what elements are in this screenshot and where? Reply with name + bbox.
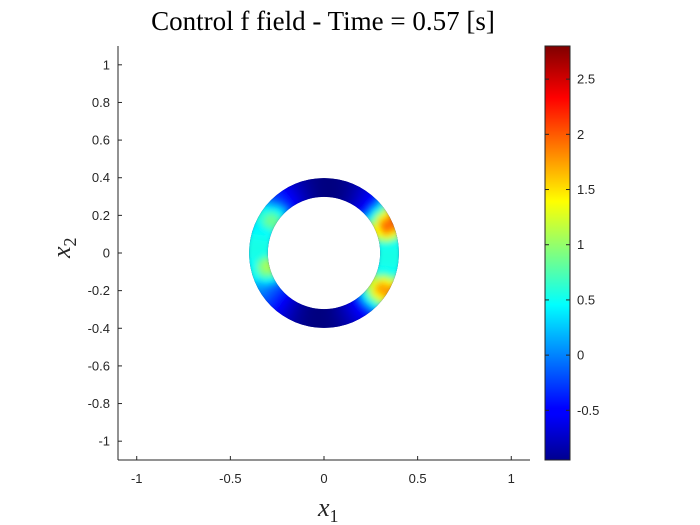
colorbar-tick-label: 1	[577, 237, 584, 252]
x-tick-label: -0.5	[219, 471, 241, 486]
colorbar-tick-label: 1.5	[577, 182, 595, 197]
chart-title: Control f field - Time = 0.57 [s]	[151, 6, 495, 36]
y-tick-label: 1	[103, 57, 110, 72]
y-axis-label: x2	[47, 237, 80, 259]
plot-background	[118, 46, 530, 460]
colorbar-gradient	[545, 46, 570, 460]
colorbar-tick-label: 2	[577, 127, 584, 142]
y-tick-label: 0.2	[92, 208, 110, 223]
y-tick-label: 0	[103, 246, 110, 261]
y-tick-label: -0.4	[88, 321, 110, 336]
colorbar-tick-label: 0.5	[577, 292, 595, 307]
y-tick-label: -1	[98, 434, 110, 449]
y-tick-label: -0.2	[88, 283, 110, 298]
colorbar-frame	[544, 45, 571, 461]
x-tick-label: 0	[320, 471, 327, 486]
x-tick-label: 0.5	[409, 471, 427, 486]
colorbar: 2.5 2 1.5 1 0.5 0 -0.5	[544, 45, 599, 461]
plot-area: -1 -0.5 0 0.5 1 1 0.8 0.6 0.4 0.2 0 -0.2 -0.4 -0.6 -0…	[88, 46, 530, 486]
y-tick-label: 0.8	[92, 95, 110, 110]
x-axis: -1 -0.5 0 0.5 1	[118, 456, 530, 486]
y-tick-label: 0.6	[92, 133, 110, 148]
y-tick-label: -0.8	[88, 396, 110, 411]
x-axis-label: x1	[317, 493, 339, 525]
x-tick-label: 1	[508, 471, 515, 486]
y-tick-label: -0.6	[88, 358, 110, 373]
y-tick-label: 0.4	[92, 170, 110, 185]
colorbar-tick-label: 2.5	[577, 72, 595, 87]
x-tick-label: -1	[131, 471, 143, 486]
colorbar-tick-label: -0.5	[577, 403, 599, 418]
y-axis: 1 0.8 0.6 0.4 0.2 0 -0.2 -0.4 -0.6 -0.8 -1	[88, 46, 122, 460]
colorbar-tick-label: 0	[577, 348, 584, 363]
